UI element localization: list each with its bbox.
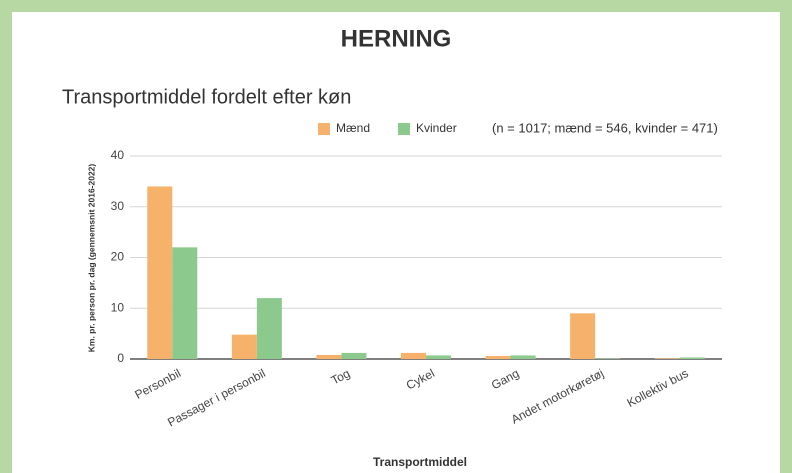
bar <box>401 352 426 359</box>
y-tick-label: 0 <box>117 351 124 365</box>
x-axis-label: Transportmiddel <box>373 455 467 469</box>
bar <box>231 334 257 359</box>
legend-swatch <box>318 123 330 135</box>
bar <box>147 186 173 359</box>
y-tick-label: 10 <box>111 300 125 314</box>
bar <box>426 355 451 359</box>
bar <box>570 313 596 359</box>
x-tick-label: Gang <box>489 366 521 392</box>
bar <box>256 298 282 359</box>
bar <box>654 358 680 359</box>
bar <box>485 355 511 359</box>
x-tick-label: Personbil <box>132 366 183 402</box>
bar <box>510 355 536 359</box>
header: HERNING <box>341 25 452 52</box>
bar <box>341 352 367 359</box>
frame <box>12 12 780 473</box>
y-tick-label: 30 <box>111 199 125 213</box>
chart-title: Transportmiddel fordelt efter køn <box>62 86 351 108</box>
annotation: (n = 1017; mænd = 546, kvinder = 471) <box>492 120 718 135</box>
legend-label: Kvinder <box>416 121 457 135</box>
bar <box>172 247 198 359</box>
legend-label: Mænd <box>336 121 370 135</box>
bar <box>679 357 705 359</box>
x-tick-label: Kollektiv bus <box>625 366 691 410</box>
x-tick-label: Tog <box>329 366 353 387</box>
y-tick-label: 20 <box>111 250 125 264</box>
y-tick-label: 40 <box>111 148 125 162</box>
x-tick-label: Cykel <box>404 366 437 392</box>
bar <box>316 354 342 359</box>
legend-swatch <box>398 123 410 135</box>
x-tick-label: Andet motorkøretøj <box>509 366 606 427</box>
bar <box>595 358 621 359</box>
y-axis-label: Km. pr. person pr. dag (gennemsnit 2016-… <box>86 164 96 353</box>
